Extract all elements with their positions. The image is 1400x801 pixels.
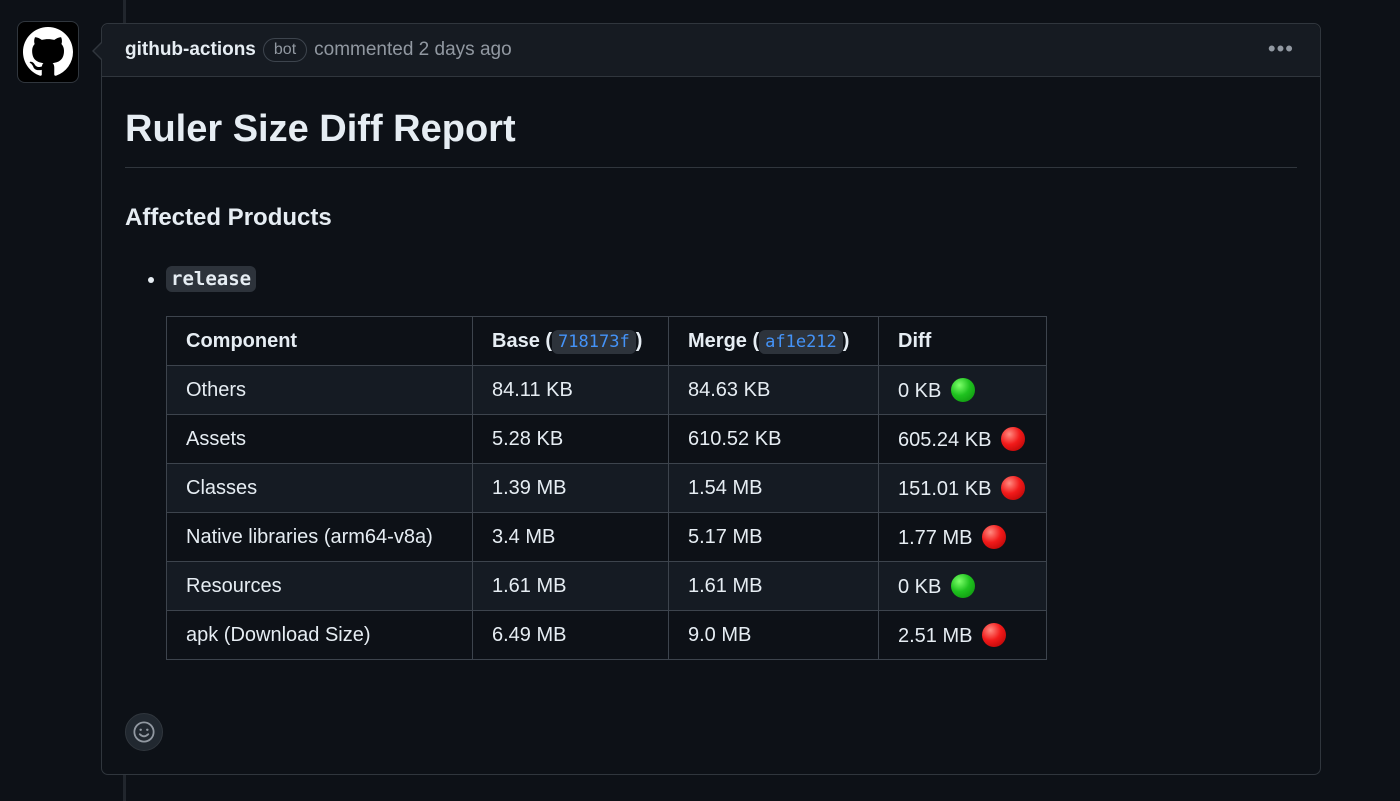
size-diff-table: Component Base (718173f) Merge (af1e212)… — [166, 316, 1047, 660]
cell-component: Resources — [166, 561, 473, 611]
header-base-suffix: ) — [635, 329, 643, 352]
diff-value: 1.77 MB — [898, 526, 973, 549]
table-row: Others 84.11 KB 84.63 KB 0 KB — [166, 365, 1047, 415]
comment-header: github-actions bot commented 2 days ago … — [102, 24, 1320, 77]
github-octocat-icon — [23, 27, 73, 76]
comment-body: Ruler Size Diff Report Affected Products… — [102, 105, 1320, 660]
base-commit-link[interactable]: 718173f — [552, 329, 636, 354]
table-row: Native libraries (arm64-v8a) 3.4 MB 5.17… — [166, 512, 1047, 562]
diff-value: 605.24 KB — [898, 428, 992, 451]
add-reaction-button[interactable] — [125, 713, 163, 751]
cell-diff: 0 KB — [878, 561, 1047, 611]
section-heading: Affected Products — [125, 204, 332, 231]
red-circle-icon — [1000, 426, 1025, 451]
product-name: release — [166, 266, 257, 292]
red-circle-icon — [982, 524, 1007, 549]
cell-diff: 151.01 KB — [878, 463, 1047, 513]
author-link[interactable]: github-actions — [125, 39, 256, 60]
merge-commit-link[interactable]: af1e212 — [759, 329, 843, 354]
cell-diff: 2.51 MB — [878, 610, 1047, 660]
header-merge-prefix: Merge ( — [688, 329, 760, 352]
kebab-horizontal-icon[interactable]: ••• — [1267, 36, 1294, 61]
cell-merge: 5.17 MB — [668, 512, 879, 562]
table-row: Assets 5.28 KB 610.52 KB 605.24 KB — [166, 414, 1047, 464]
comment-card: github-actions bot commented 2 days ago … — [92, 23, 1321, 775]
cell-base: 84.11 KB — [472, 365, 669, 415]
cell-base: 6.49 MB — [472, 610, 669, 660]
cell-base: 1.61 MB — [472, 561, 669, 611]
header-component: Component — [166, 316, 473, 366]
header-base: Base (718173f) — [472, 316, 669, 366]
cell-merge: 1.61 MB — [668, 561, 879, 611]
cell-merge: 610.52 KB — [668, 414, 879, 464]
diff-value: 2.51 MB — [898, 624, 973, 647]
product-list: release Component Base (718173f) Merge (… — [125, 266, 1297, 660]
table-row: apk (Download Size) 6.49 MB 9.0 MB 2.51 … — [166, 610, 1047, 660]
header-base-prefix: Base ( — [492, 329, 553, 352]
bot-badge: bot — [262, 38, 308, 62]
header-merge: Merge (af1e212) — [668, 316, 879, 366]
cell-diff: 605.24 KB — [878, 414, 1047, 464]
smiley-icon — [133, 721, 155, 743]
green-circle-icon — [950, 573, 975, 598]
diff-value: 0 KB — [898, 379, 942, 402]
cell-base: 1.39 MB — [472, 463, 669, 513]
comment-caret-fill — [94, 42, 103, 60]
cell-component: Native libraries (arm64-v8a) — [166, 512, 473, 562]
avatar[interactable] — [17, 21, 79, 83]
cell-diff: 1.77 MB — [878, 512, 1047, 562]
table-row: Classes 1.39 MB 1.54 MB 151.01 KB — [166, 463, 1047, 513]
red-circle-icon — [982, 622, 1007, 647]
cell-merge: 84.63 KB — [668, 365, 879, 415]
diff-value: 0 KB — [898, 575, 942, 598]
cell-base: 3.4 MB — [472, 512, 669, 562]
cell-diff: 0 KB — [878, 365, 1047, 415]
cell-base: 5.28 KB — [472, 414, 669, 464]
header-diff: Diff — [878, 316, 1047, 366]
cell-component: apk (Download Size) — [166, 610, 473, 660]
table-row: Resources 1.61 MB 1.61 MB 0 KB — [166, 561, 1047, 611]
diff-value: 151.01 KB — [898, 477, 992, 500]
cell-component: Classes — [166, 463, 473, 513]
header-merge-suffix: ) — [842, 329, 850, 352]
cell-component: Others — [166, 365, 473, 415]
cell-merge: 1.54 MB — [668, 463, 879, 513]
green-circle-icon — [950, 377, 975, 402]
cell-merge: 9.0 MB — [668, 610, 879, 660]
red-circle-icon — [1000, 475, 1025, 500]
list-item: release Component Base (718173f) Merge (… — [166, 266, 1297, 660]
report-title: Ruler Size Diff Report — [125, 105, 1297, 168]
comment-timestamp[interactable]: commented 2 days ago — [314, 39, 512, 60]
cell-component: Assets — [166, 414, 473, 464]
table-header-row: Component Base (718173f) Merge (af1e212)… — [166, 316, 1047, 366]
